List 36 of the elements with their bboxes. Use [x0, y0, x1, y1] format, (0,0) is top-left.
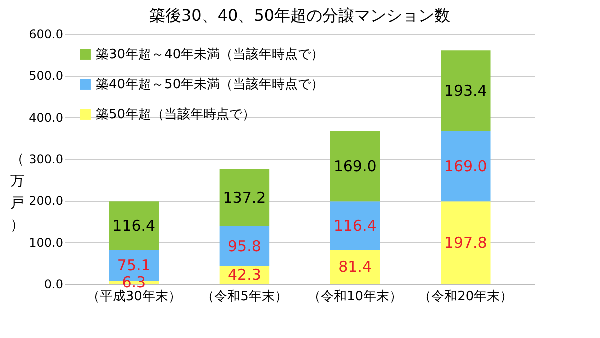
y-tick-label: 500.0	[29, 69, 64, 84]
data-label: 75.1	[117, 256, 151, 275]
data-label: 81.4	[338, 258, 372, 276]
data-label: 169.0	[444, 157, 488, 176]
bar	[330, 250, 380, 284]
data-label: 116.4	[334, 216, 377, 235]
data-label: 169.0	[334, 157, 377, 176]
x-tick-label: （令和20年末）	[418, 290, 514, 304]
x-tick-label: （令和10年末）	[308, 290, 403, 304]
bar	[441, 202, 491, 284]
y-axis-title: （万戸）	[10, 152, 24, 234]
data-label: 42.3	[228, 266, 262, 284]
data-label: 95.8	[228, 237, 262, 256]
y-tick-label: 600.0	[29, 28, 64, 42]
x-tick-label: （平成30年末）	[86, 290, 182, 304]
y-tick-label: 300.0	[29, 152, 64, 166]
legend-label: 築30年超～40年未満（当該年時点で）	[96, 46, 324, 62]
bar	[441, 131, 491, 202]
data-label: 197.8	[444, 234, 488, 252]
bar	[330, 202, 380, 250]
bar	[441, 50, 491, 132]
y-tick-label: 400.0	[29, 110, 64, 125]
y-tick-label: 200.0	[29, 194, 64, 208]
bar	[220, 226, 270, 266]
chart-title: 築後30、40、50年超の分譲マンション数	[149, 6, 451, 25]
data-label: 116.4	[112, 216, 156, 235]
data-label: 137.2	[223, 188, 266, 207]
bar	[330, 131, 380, 202]
legend-label: 築50年超（当該年時点で）	[96, 106, 256, 122]
y-tick-label: 100.0	[29, 236, 64, 250]
y-tick-label: 0.0	[44, 278, 64, 292]
x-tick-label: （令和5年末）	[202, 290, 288, 304]
bar	[109, 202, 159, 250]
bar	[220, 169, 270, 226]
data-label: 193.4	[444, 82, 488, 100]
legend-label: 築40年超～50年未満（当該年時点で）	[96, 76, 324, 92]
